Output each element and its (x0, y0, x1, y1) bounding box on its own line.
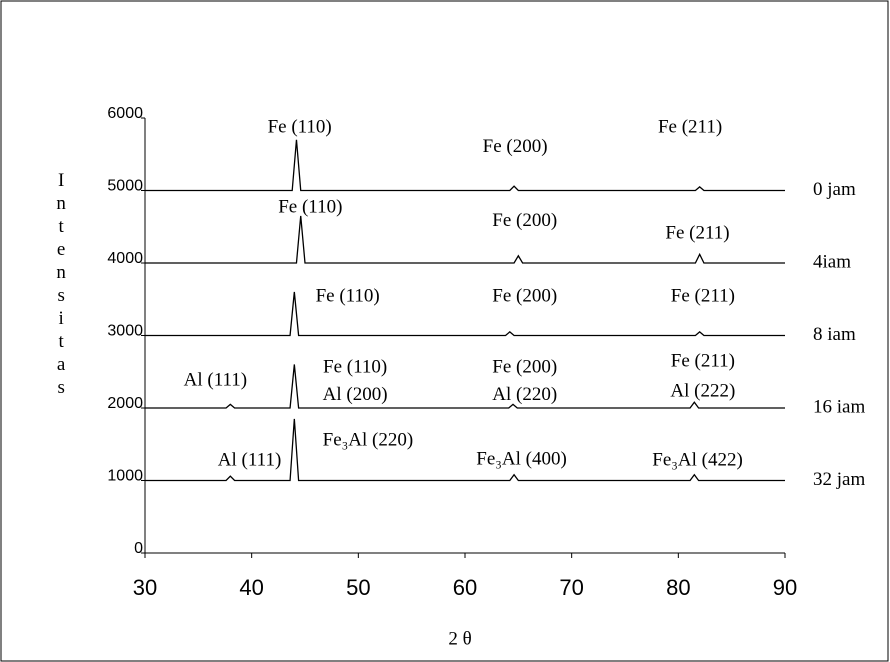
series-line (145, 139, 785, 192)
x-tick-label: 60 (453, 575, 477, 600)
peak-annotation: Fe (110) (268, 117, 332, 138)
peak-annotation: Fe (211) (665, 222, 729, 243)
peak-annotation: Fe (110) (316, 285, 380, 306)
peak-annotation: Al (220) (492, 384, 557, 405)
y-tick-label: 5000 (107, 178, 143, 195)
peak-annotation: Fe₃Al (422) (652, 449, 743, 470)
y-tick-label: 2000 (107, 395, 143, 412)
y-tick-label: 3000 (107, 323, 143, 340)
peak-annotation: Fe (200) (492, 285, 557, 306)
x-tick-label: 30 (133, 575, 157, 600)
peak-annotation: Fe₃Al (400) (476, 449, 567, 470)
x-tick-label: 80 (666, 575, 690, 600)
peak-annotation: Fe (211) (671, 351, 735, 372)
series-label: 8 iam (813, 324, 856, 345)
y-tick-label: 6000 (107, 105, 143, 122)
series-label: 16 iam (813, 396, 865, 417)
x-tick-label: 90 (773, 575, 797, 600)
peak-annotation: Al (222) (670, 380, 735, 401)
peak-annotation: Fe (211) (671, 285, 735, 306)
series-label: 4iam (813, 251, 851, 272)
x-tick-label: 70 (559, 575, 583, 600)
y-tick-label: 4000 (107, 250, 143, 267)
peak-annotation: Al (200) (323, 384, 388, 405)
peak-annotation: Al (111) (218, 449, 282, 470)
series-line (145, 364, 785, 409)
peak-annotation: Al (111) (184, 370, 248, 391)
y-tick-label: 1000 (107, 468, 143, 485)
peak-annotation: Fe (200) (492, 210, 557, 231)
x-tick-label: 40 (239, 575, 263, 600)
series-label: 0 jam (813, 179, 856, 200)
series-line (145, 215, 785, 264)
y-tick-label: 0 (134, 540, 143, 557)
series-line (145, 291, 785, 337)
x-axis-label: 2 θ (448, 628, 471, 649)
series-label: 32 jam (813, 469, 865, 490)
peak-annotation: Fe (200) (483, 136, 548, 157)
x-tick-label: 50 (346, 575, 370, 600)
peak-annotation: Fe (110) (323, 356, 387, 377)
y-axis-label: Intensitas (51, 170, 72, 400)
peak-annotation: Fe₃Al (220) (323, 430, 414, 451)
peak-annotation: Fe (110) (278, 196, 342, 217)
series-line (145, 418, 785, 482)
peak-annotation: Fe (200) (492, 356, 557, 377)
peak-annotation: Fe (211) (658, 117, 722, 138)
